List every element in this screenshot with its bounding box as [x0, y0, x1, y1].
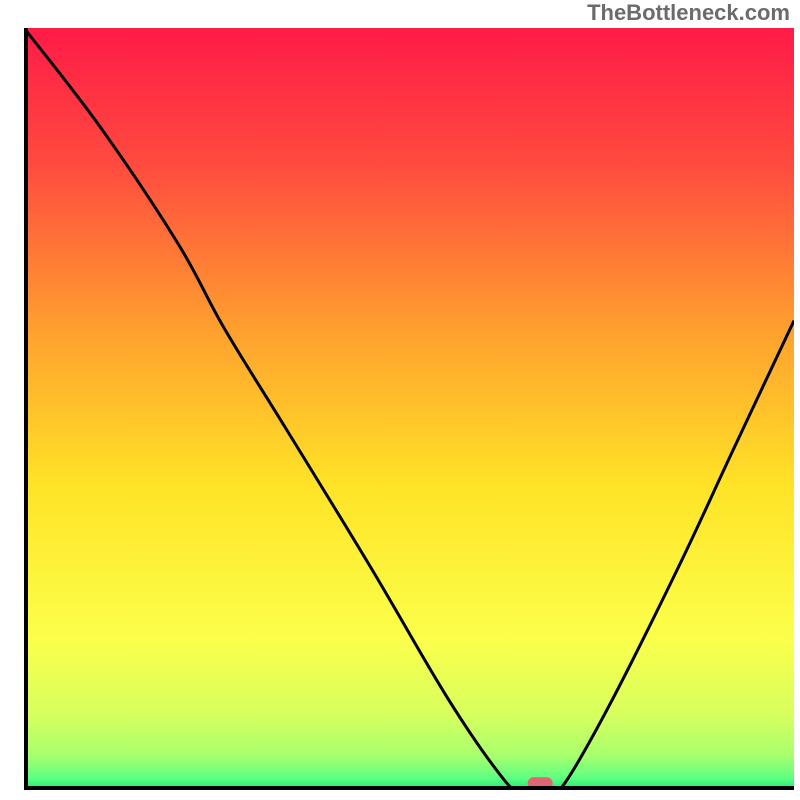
curve-path — [24, 28, 794, 790]
plot-area — [24, 28, 794, 790]
watermark-text: TheBottleneck.com — [587, 0, 790, 26]
y-axis — [24, 28, 28, 790]
bottleneck-curve — [24, 28, 794, 790]
chart-container: TheBottleneck.com — [0, 0, 800, 800]
x-axis — [24, 786, 794, 790]
